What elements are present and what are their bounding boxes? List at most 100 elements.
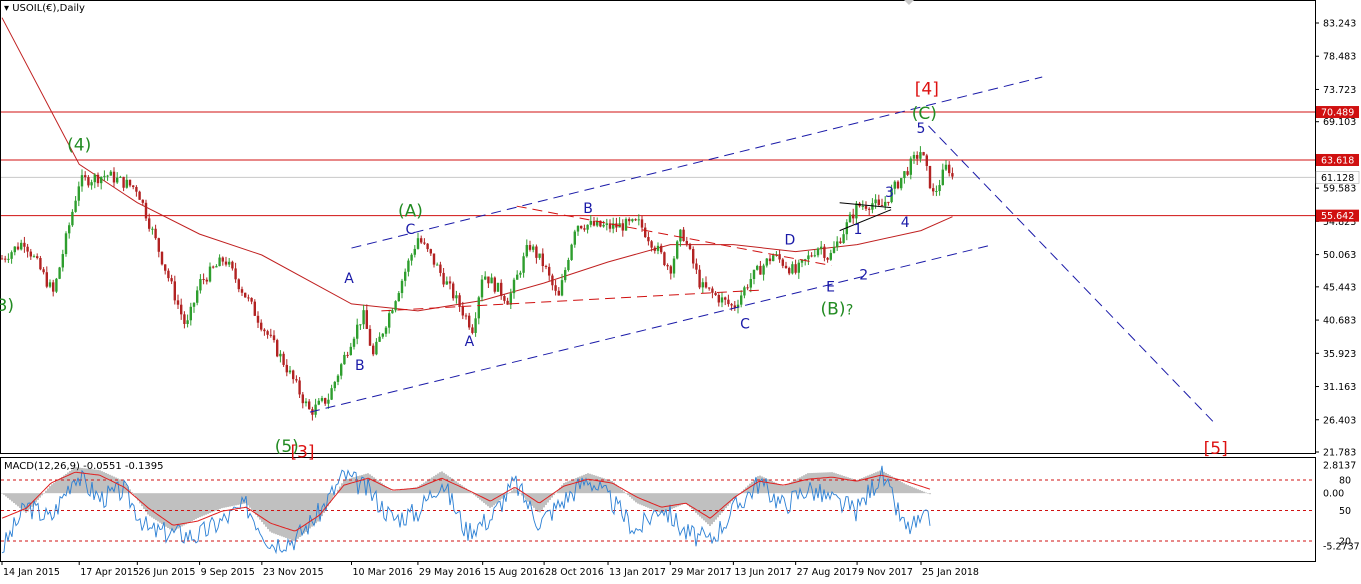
candle-body (234, 268, 237, 280)
macd-histogram-bar (467, 489, 469, 494)
x-tick-label: 13 Jan 2017 (609, 567, 666, 578)
symbol-title[interactable]: ▾ USOIL(€),Daily (4, 3, 85, 14)
candle-body (180, 304, 183, 315)
macd-tick-label: 0.00 (1323, 489, 1344, 500)
macd-histogram-bar (855, 479, 857, 494)
macd-histogram-bar (663, 493, 665, 513)
candle-body (148, 218, 151, 229)
dropdown-triangle-icon[interactable]: ▾ (4, 3, 10, 14)
macd-histogram-bar (853, 479, 855, 494)
candle-body (103, 175, 106, 177)
macd-histogram-bar (409, 488, 411, 494)
macd-histogram-bar (255, 493, 257, 515)
macd-histogram-bar (771, 480, 773, 494)
candle-body (506, 300, 509, 305)
macd-histogram-bar (667, 493, 669, 511)
macd-histogram-bar (505, 493, 507, 496)
macd-histogram-bar (917, 489, 919, 494)
trend-line[interactable] (839, 209, 892, 232)
macd-histogram-bar (561, 485, 563, 494)
macd-histogram-bar (803, 475, 805, 494)
macd-histogram-bar (591, 474, 593, 494)
candle-body (263, 329, 266, 332)
macd-histogram-bar (191, 493, 193, 522)
macd-histogram-bar (597, 476, 599, 494)
macd-histogram-bar (695, 493, 697, 513)
candle-body (356, 324, 359, 339)
trend-line[interactable] (351, 76, 1043, 249)
macd-histogram-bar (501, 493, 503, 499)
macd-histogram-bar (657, 493, 659, 512)
macd-histogram-bar (829, 472, 831, 494)
x-tick-label: 25 Jan 2018 (922, 567, 979, 578)
macd-histogram-bar (77, 467, 79, 494)
trend-line[interactable] (928, 125, 1215, 423)
macd-histogram-bar (287, 493, 289, 539)
candle-body (717, 295, 720, 303)
macd-histogram-bar (327, 493, 329, 507)
candle-body (77, 186, 80, 201)
macd-histogram-bar (787, 483, 789, 494)
candle-body (256, 315, 260, 323)
macd-histogram-bar (13, 493, 15, 504)
macd-histogram-bar (901, 482, 903, 494)
candle-body (317, 400, 320, 405)
macd-histogram-bar (293, 493, 295, 541)
macd-histogram-bar (469, 491, 471, 494)
current-price-label: 61.128 (1321, 173, 1354, 184)
candle-body (394, 301, 397, 311)
y-tick-label: 35.923 (1323, 349, 1356, 360)
trend-line[interactable] (309, 244, 994, 413)
macd-histogram-bar (621, 489, 623, 494)
candle-body (468, 315, 471, 328)
candle-body (503, 296, 506, 301)
candle-body (68, 225, 71, 234)
horizontal-levels (1, 111, 1315, 217)
macd-histogram-bar (923, 491, 925, 494)
candle-body (346, 354, 349, 356)
macd-histogram-bar (277, 493, 279, 535)
candle-body (884, 201, 887, 206)
candle-body (119, 176, 122, 178)
macd-histogram-bar (111, 475, 113, 494)
candle-body (532, 246, 535, 250)
macd-histogram-bar (737, 493, 739, 496)
candle-body (903, 171, 906, 179)
candle-body (205, 279, 208, 282)
candle-body (544, 266, 548, 268)
candle-body (679, 229, 682, 242)
macd-histogram-bar (761, 476, 763, 494)
candle-body (266, 331, 269, 335)
macd-histogram-bar (443, 472, 445, 494)
candle-body (586, 224, 589, 230)
macd-histogram-bar (399, 489, 401, 494)
macd-histogram-bar (439, 472, 441, 494)
trend-line[interactable] (516, 205, 832, 267)
candle-body (112, 171, 116, 183)
candle-body (151, 228, 154, 230)
macd-histogram-bar (723, 493, 725, 511)
macd-histogram-bar (351, 477, 353, 494)
macd-histogram-bar (837, 474, 839, 494)
candle-body (359, 324, 362, 326)
candle-body (893, 181, 896, 189)
macd-histogram-bar (243, 493, 245, 504)
wave-label: D (784, 233, 795, 249)
macd-histogram-bar (811, 472, 813, 494)
macd-histogram-bar (529, 493, 531, 504)
wave-label: C (406, 222, 416, 238)
macd-histogram-bar (419, 485, 421, 494)
macd-histogram-bar (861, 478, 863, 494)
candle-body (167, 270, 170, 279)
y-tick-label: 31.163 (1323, 382, 1356, 393)
candle-body (666, 265, 669, 267)
candle-body (237, 279, 240, 290)
candle-body (496, 282, 500, 292)
wave-label: [5] (1204, 439, 1228, 459)
candle-body (391, 310, 394, 314)
candle-body (727, 299, 730, 305)
trend-line[interactable] (839, 202, 892, 209)
macd-histogram-bar (869, 474, 871, 494)
candle-body (122, 176, 125, 188)
